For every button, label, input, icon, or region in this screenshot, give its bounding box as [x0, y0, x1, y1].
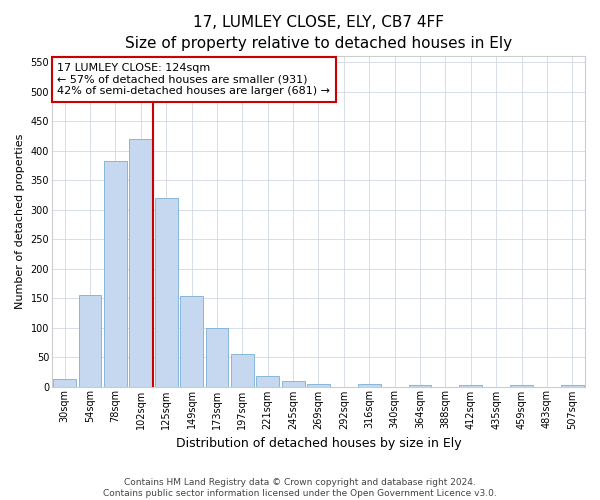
Bar: [460, 384, 482, 386]
Bar: [155, 198, 178, 386]
Bar: [358, 384, 380, 386]
Bar: [104, 162, 127, 386]
Bar: [53, 379, 76, 386]
Title: 17, LUMLEY CLOSE, ELY, CB7 4FF
Size of property relative to detached houses in E: 17, LUMLEY CLOSE, ELY, CB7 4FF Size of p…: [125, 15, 512, 51]
Text: Contains HM Land Registry data © Crown copyright and database right 2024.
Contai: Contains HM Land Registry data © Crown c…: [103, 478, 497, 498]
Text: 17 LUMLEY CLOSE: 124sqm
← 57% of detached houses are smaller (931)
42% of semi-d: 17 LUMLEY CLOSE: 124sqm ← 57% of detache…: [57, 63, 330, 96]
Y-axis label: Number of detached properties: Number of detached properties: [15, 134, 25, 309]
Bar: [281, 380, 305, 386]
Bar: [307, 384, 330, 386]
X-axis label: Distribution of detached houses by size in Ely: Distribution of detached houses by size …: [176, 437, 461, 450]
Bar: [180, 296, 203, 386]
Bar: [231, 354, 254, 386]
Bar: [206, 328, 229, 386]
Bar: [130, 139, 152, 386]
Bar: [79, 295, 101, 386]
Bar: [256, 376, 279, 386]
